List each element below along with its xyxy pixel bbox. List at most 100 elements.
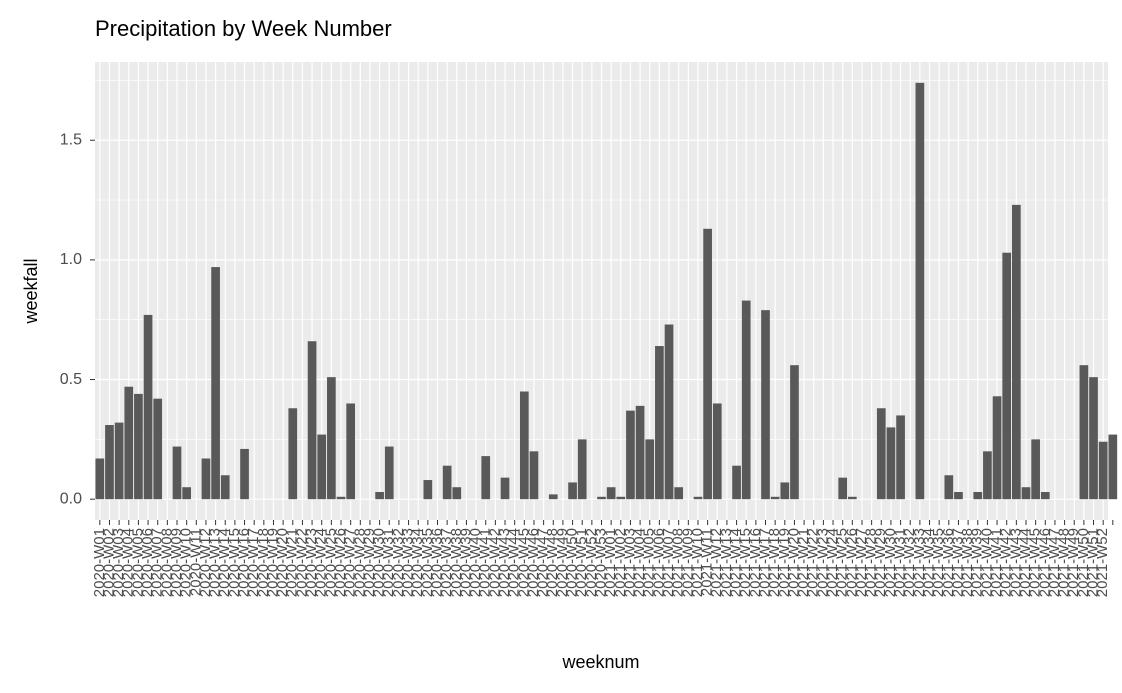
bar [500,477,510,500]
x-tick-label: 2021-W03 [621,528,638,597]
bar [452,487,462,500]
x-tick-label: 2021-W16 [747,528,764,597]
x-tick-label: 2021-W15 [737,528,754,597]
bar [124,386,134,500]
x-tick-label: 2021-W33 [911,528,928,597]
x-tick-label: 2020-W03 [110,528,127,597]
bar [635,405,645,500]
x-tick-label: 2021-W25 [834,528,851,597]
bar [876,408,886,500]
x-tick-label: 2021-W05 [641,528,658,597]
x-tick-label: 2021-W14 [728,528,745,597]
bar [992,396,1002,500]
x-tick-label: 2020-W37 [438,528,455,597]
x-tick-label: 2020-W18 [255,528,272,597]
x-tick-label: 2021-W46 [1036,528,1053,597]
bar [201,458,211,500]
bar [577,439,587,500]
x-tick-label: 2020-W02 [100,528,117,597]
bar [240,448,249,500]
bar [220,475,230,500]
x-tick-label: 2021-W32 [901,528,918,597]
x-tick-label: 2021-W30 [882,528,899,597]
x-axis-title: weeknum [561,652,639,672]
bar [114,422,124,500]
x-tick-label: 2021-W39 [969,528,986,597]
x-tick-label: 2020-W23 [303,528,320,597]
x-tick-label: 2021-W04 [631,528,648,597]
bar [886,427,896,500]
bar [182,487,191,500]
x-tick-label: 2020-W35 [419,528,436,597]
bar [1021,487,1031,500]
x-tick-label: 2021-W45 [1027,528,1044,597]
bar [954,492,963,500]
x-tick-label: 2021-W13 [718,528,735,597]
x-tick-label: 2020-W05 [129,528,146,597]
x-tick-label: 2020-W45 [515,528,532,597]
x-tick-label: 2021-W22 [805,528,822,597]
x-tick-label: 2020-W39 [457,528,474,597]
x-tick-label: 2020-W46 [525,528,542,597]
bar [481,456,491,500]
x-tick-label: 2020-W01 [91,528,108,597]
x-tick-label: 2020-W11 [187,528,204,596]
bar [973,492,983,500]
x-tick-label: 2020-W36 [428,528,445,597]
bar [423,480,433,500]
x-tick-label: 2020-W44 [506,528,523,597]
y-axis-title: weekfall [21,258,41,324]
bar [616,496,626,500]
x-tick-label: 2020-W28 [351,528,368,597]
x-tick-label: 2021-W26 [843,528,860,597]
x-tick-label: 2020-W52 [583,528,600,597]
bar [626,410,635,500]
bar [606,487,616,500]
bar [1031,439,1040,500]
y-tick-label: 0.5 [60,371,82,388]
x-tick-label: 2021-W29 [872,528,889,597]
x-tick-label: 2020-W48 [544,528,561,597]
bar [1040,492,1050,500]
x-tick-label: 2021-W01 [602,528,619,597]
bar [442,465,452,500]
x-tick-label: 2020-W49 [554,528,571,597]
bar [790,365,799,500]
chart-title: Precipitation by Week Number [95,16,392,41]
bar [384,446,394,500]
bar [770,496,780,500]
x-tick-label: 2021-W34 [920,528,937,597]
x-tick-label: 2020-W25 [322,528,339,597]
bar [172,446,182,500]
bar [95,458,105,500]
x-tick-label: 2021-W10 [689,528,706,597]
x-tick-label: 2020-W32 [390,528,407,597]
bar [655,346,664,500]
x-tick-label: 2021-W41 [988,528,1005,597]
bar [134,393,143,500]
bar [597,496,606,500]
bar [307,341,317,500]
x-tick-label: 2020-W19 [264,528,281,597]
bar [1108,434,1118,500]
x-tick-label: 2020-W33 [400,528,417,597]
x-tick-label: 2021-W36 [940,528,957,597]
x-tick-label: 2020-W17 [245,528,262,597]
bar [645,439,655,500]
x-tick-label: 2020-W53 [592,528,609,597]
x-tick-label: 2021-W28 [863,528,880,597]
x-tick-label: 2021-W21 [795,528,812,597]
x-tick-label: 2020-W43 [496,528,513,597]
x-tick-label: 2021-W43 [1007,528,1024,597]
bar [944,475,954,500]
x-tick-label: 2020-W40 [467,528,484,597]
bar [153,398,163,500]
bar [317,434,327,500]
bar [838,477,848,500]
bar [327,377,336,500]
x-tick-label: 2021-W27 [853,528,870,597]
bar [712,403,722,500]
bar [143,314,153,500]
x-tick-label: 2021-W23 [814,528,831,597]
